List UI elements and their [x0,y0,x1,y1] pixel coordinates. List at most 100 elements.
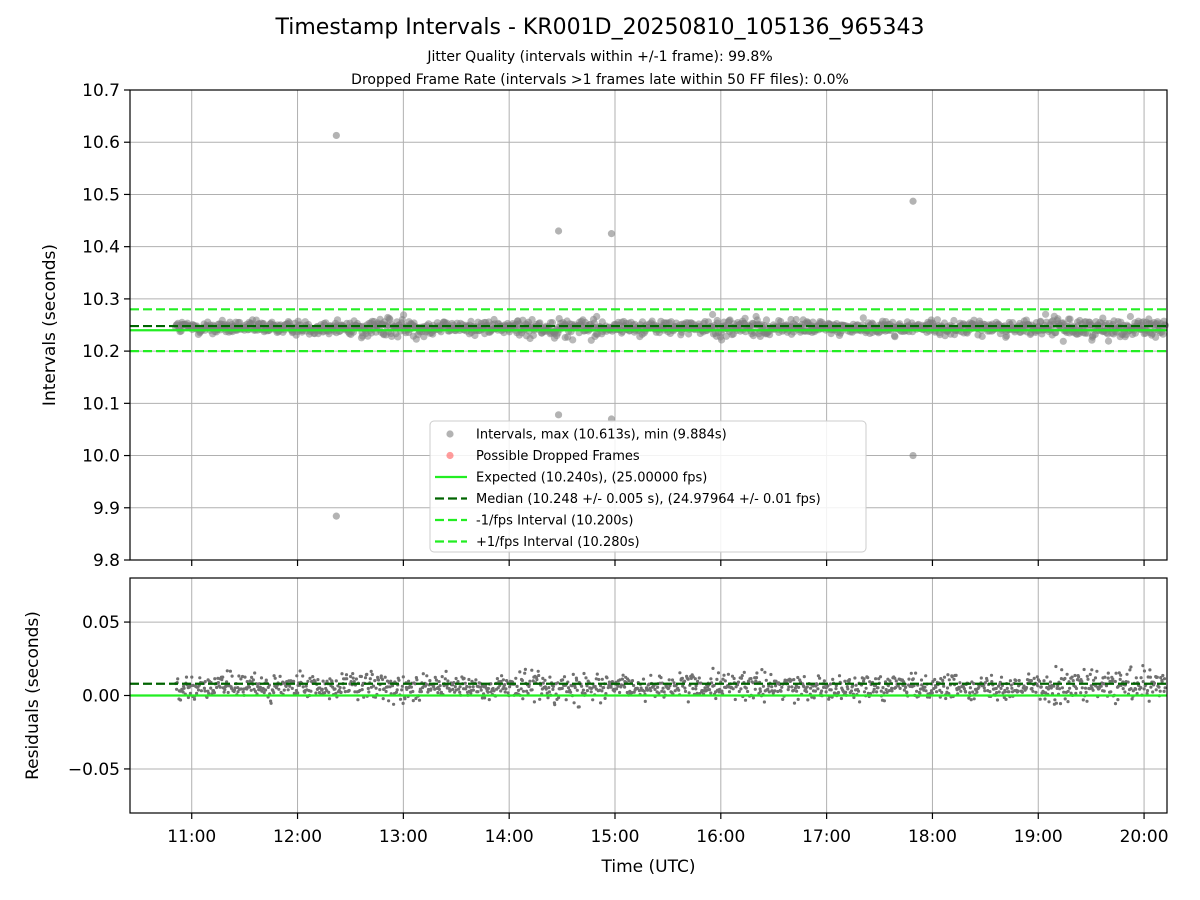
residual-point [954,673,958,678]
residual-point [789,678,794,682]
residual-point [780,685,784,689]
residual-point [816,687,820,691]
residual-point [914,671,918,675]
residual-point [1118,677,1122,682]
residual-point [432,685,436,689]
residual-point [972,682,976,686]
residual-point [1104,684,1109,688]
interval-outlier-point [909,197,917,205]
residual-point [237,674,241,678]
residual-point [397,678,401,682]
residual-point [714,696,718,701]
residual-point [979,676,983,680]
residual-point [272,674,276,678]
residual-point [884,688,888,692]
x-axis-label: Time (UTC) [601,857,696,877]
residual-point [1134,687,1138,691]
residual-point [264,678,268,682]
residual-point [856,689,861,693]
residual-point [874,677,878,681]
residual-point [186,695,190,700]
residual-point [853,676,857,680]
residual-point [999,675,1004,679]
residual-point [947,678,951,682]
residual-point [946,673,950,677]
residual-point [1036,684,1040,688]
residual-point [1142,669,1146,673]
residual-point [890,686,894,690]
residual-point [398,697,403,701]
residual-point [812,696,816,700]
residual-point [673,689,677,693]
residual-point [192,697,197,701]
residual-point [1126,680,1130,684]
residual-point [703,686,707,690]
residual-point [343,690,347,694]
residual-point [822,685,826,690]
interval-point [529,331,538,339]
residual-point [1059,677,1063,681]
interval-outlier-point [332,512,340,520]
residual-point [203,689,207,693]
residual-point [967,696,971,700]
residual-point [887,689,892,693]
residual-point [875,690,879,694]
residual-point [709,691,713,695]
residual-point [506,691,510,695]
residual-point [1079,691,1083,695]
residual-point [209,686,213,690]
residual-point [311,675,315,679]
residual-point [419,690,423,694]
residual-point [751,696,756,700]
residual-point [470,679,474,683]
residual-point [582,671,586,676]
residual-point [380,677,385,682]
residual-point [753,687,757,691]
residual-point [365,672,369,677]
residual-point [1119,673,1123,677]
residual-point [476,690,480,694]
residual-point [176,677,180,681]
residual-point [354,677,358,681]
residual-point [609,685,613,689]
residual-point [469,691,473,695]
residual-point [492,689,496,693]
residual-point [645,688,650,692]
residual-point [605,676,609,680]
residual-point [635,686,640,691]
residual-point [627,679,631,683]
residual-point [1088,687,1092,691]
legend-label: Expected (10.240s), (25.00000 fps) [476,471,707,486]
residual-point [318,686,322,690]
residual-point [662,690,666,694]
residual-point [218,685,222,689]
residual-point [272,691,276,695]
residual-point [787,685,791,689]
residual-point [370,672,374,677]
legend-box [429,420,867,553]
interval-point [859,314,867,322]
residual-point [866,676,870,680]
residual-point [198,676,202,680]
residual-point [401,675,405,679]
residual-point [902,680,906,684]
residual-point [425,674,429,678]
residual-point [181,690,185,694]
y-tick-label: 10.7 [82,81,120,101]
residual-point [1139,676,1143,680]
residual-point [693,677,697,681]
residual-point [643,699,647,704]
residual-point [580,684,584,688]
interval-point [1126,312,1134,321]
residual-point [190,675,194,679]
residual-point [298,669,302,673]
residual-point [975,690,979,694]
interval-point [1131,329,1139,337]
residual-point [560,686,564,691]
residual-point [920,683,924,687]
residual-point [1068,686,1072,690]
residual-point [433,687,437,691]
residual-point [997,690,1001,694]
residual-point [340,672,344,676]
residual-point [972,697,976,701]
